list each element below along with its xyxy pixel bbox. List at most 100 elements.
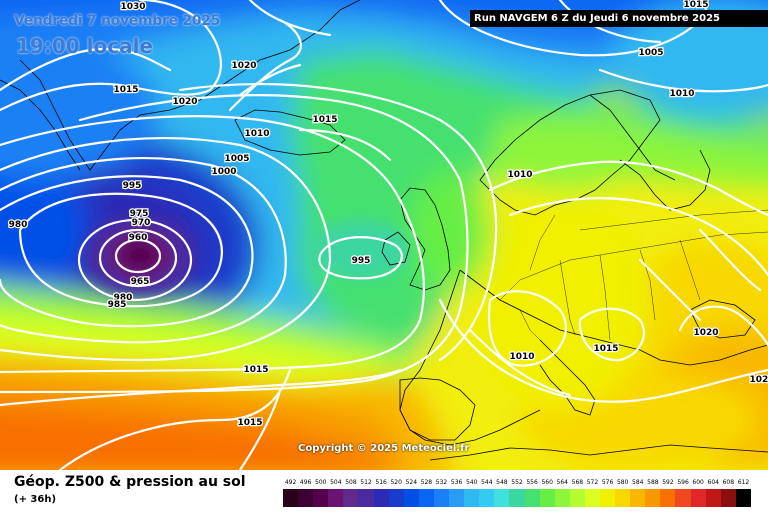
scale-value: 560: [541, 479, 553, 486]
scale-value: 528: [420, 479, 433, 486]
scale-swatch: [479, 489, 495, 507]
scale-swatch: [403, 489, 419, 507]
parameter-title: Géop. Z500 & pression au sol: [14, 474, 246, 490]
scale-swatch: [554, 489, 570, 507]
scale-value: 612: [737, 479, 750, 486]
scale-swatch: [599, 489, 616, 507]
scale-swatch: [343, 489, 359, 507]
scale-value: 576: [601, 479, 614, 486]
scale-swatch: [645, 489, 661, 507]
isobar-label: 1015: [312, 115, 337, 125]
scale-value: 540: [465, 479, 478, 486]
scale-swatch: [675, 489, 691, 507]
scale-swatch: [539, 489, 555, 507]
isobar-label: 1015: [593, 344, 618, 354]
scale-swatch: [358, 489, 374, 507]
scale-swatch: [509, 489, 525, 507]
scale-swatch: [615, 489, 631, 507]
scale-value: 524: [405, 479, 418, 486]
scale-swatch: [433, 489, 450, 507]
scale-value: 596: [677, 479, 689, 486]
scale-swatch: [690, 489, 706, 507]
country-borders: [499, 209, 768, 341]
scale-value: 556: [526, 479, 538, 486]
isobar-labels: 1030 1020 1015 1020 1015 1010 1015 1005 …: [7, 0, 768, 429]
scale-swatch: [660, 489, 676, 507]
isobar-label: 965: [131, 277, 150, 287]
isobar-label: 1015: [237, 418, 262, 428]
scale-swatch: [735, 489, 751, 507]
scale-swatch: [449, 489, 465, 507]
scale-value: 512: [360, 479, 372, 486]
isobar-label: 1015: [243, 365, 268, 375]
scale-value: 564: [556, 479, 568, 486]
scale-value: 568: [571, 479, 584, 486]
map-canvas: 1030 1020 1015 1020 1015 1010 1015 1005 …: [0, 0, 768, 470]
lead-time: (+ 36h): [14, 494, 57, 505]
scale-swatch: [464, 489, 480, 507]
valid-date: Vendredi 7 novembre 2025: [14, 13, 221, 29]
scale-value: 500: [315, 479, 327, 486]
scale-value: 592: [662, 479, 674, 486]
isobar-label: 980: [9, 220, 28, 230]
copyright-notice: Copyright © 2025 Meteociel.fr: [298, 443, 470, 454]
scale-value: 544: [481, 479, 493, 486]
isobar-label: 960: [129, 233, 148, 243]
isobar-label: 1010: [669, 89, 694, 99]
scale-value: 520: [390, 479, 402, 486]
color-scale-labels: 492 496 500 504 508 512 516 520 524 528 532 536 540 5…: [283, 479, 751, 489]
scale-swatch: [720, 489, 736, 507]
isobar-label: 985: [108, 300, 127, 310]
isobar-label: 1020: [749, 375, 768, 385]
scale-swatch: [630, 489, 646, 507]
scale-value: 552: [511, 479, 523, 486]
scale-swatch: [328, 489, 344, 507]
isobar-label: 1010: [244, 129, 269, 139]
scale-value: 516: [375, 479, 387, 486]
coastlines: [0, 0, 768, 461]
scale-swatch: [705, 489, 721, 507]
run-info: Run NAVGEM 6 Z du Jeudi 6 novembre 2025: [470, 10, 768, 27]
scale-swatch: [569, 489, 585, 507]
scale-swatch: [584, 489, 600, 507]
scale-swatch: [373, 489, 389, 507]
scale-value: 504: [330, 479, 342, 486]
scale-value: 580: [616, 479, 629, 486]
isobar-label: 1020: [231, 61, 256, 71]
isobar-label: 1015: [113, 85, 138, 95]
color-scale-bar: [283, 489, 751, 507]
local-time: 19:00 locale: [16, 34, 153, 58]
scale-swatch: [494, 489, 510, 507]
footer-panel: Géop. Z500 & pression au sol (+ 36h) 492…: [0, 470, 768, 512]
scale-value: 536: [450, 479, 463, 486]
scale-value: 508: [345, 479, 357, 486]
scale-value: 604: [707, 479, 719, 486]
scale-swatch: [524, 489, 540, 507]
isobar-label: 1030: [120, 2, 145, 12]
isobar-lines: [0, 0, 768, 470]
isobar-label: 980: [114, 293, 133, 303]
scale-swatch: [298, 489, 314, 507]
isobar-label: 1000: [211, 167, 236, 177]
scale-swatch: [313, 489, 329, 507]
isobar-label: 975: [130, 209, 149, 219]
isobar-label: 1020: [172, 97, 197, 107]
scale-value: 608: [722, 479, 735, 486]
isobar-label: 970: [132, 218, 151, 228]
isobar-label: 995: [123, 181, 142, 191]
scale-value: 496: [299, 479, 312, 486]
scale-value: 492: [284, 479, 297, 486]
scale-value: 572: [586, 479, 599, 486]
scale-swatch: [283, 489, 299, 507]
scale-value: 600: [692, 479, 704, 486]
isobar-label: 995: [352, 256, 371, 266]
isobar-label: 1010: [509, 352, 534, 362]
scale-value: 584: [632, 479, 644, 486]
scale-value: 532: [435, 479, 448, 486]
scale-value: 548: [496, 479, 508, 486]
isobar-label: 1010: [507, 170, 532, 180]
isobar-label: 1005: [224, 154, 249, 164]
isobar-label: 1005: [638, 48, 663, 58]
scale-swatch: [418, 489, 434, 507]
isobar-label: 1020: [693, 328, 718, 338]
